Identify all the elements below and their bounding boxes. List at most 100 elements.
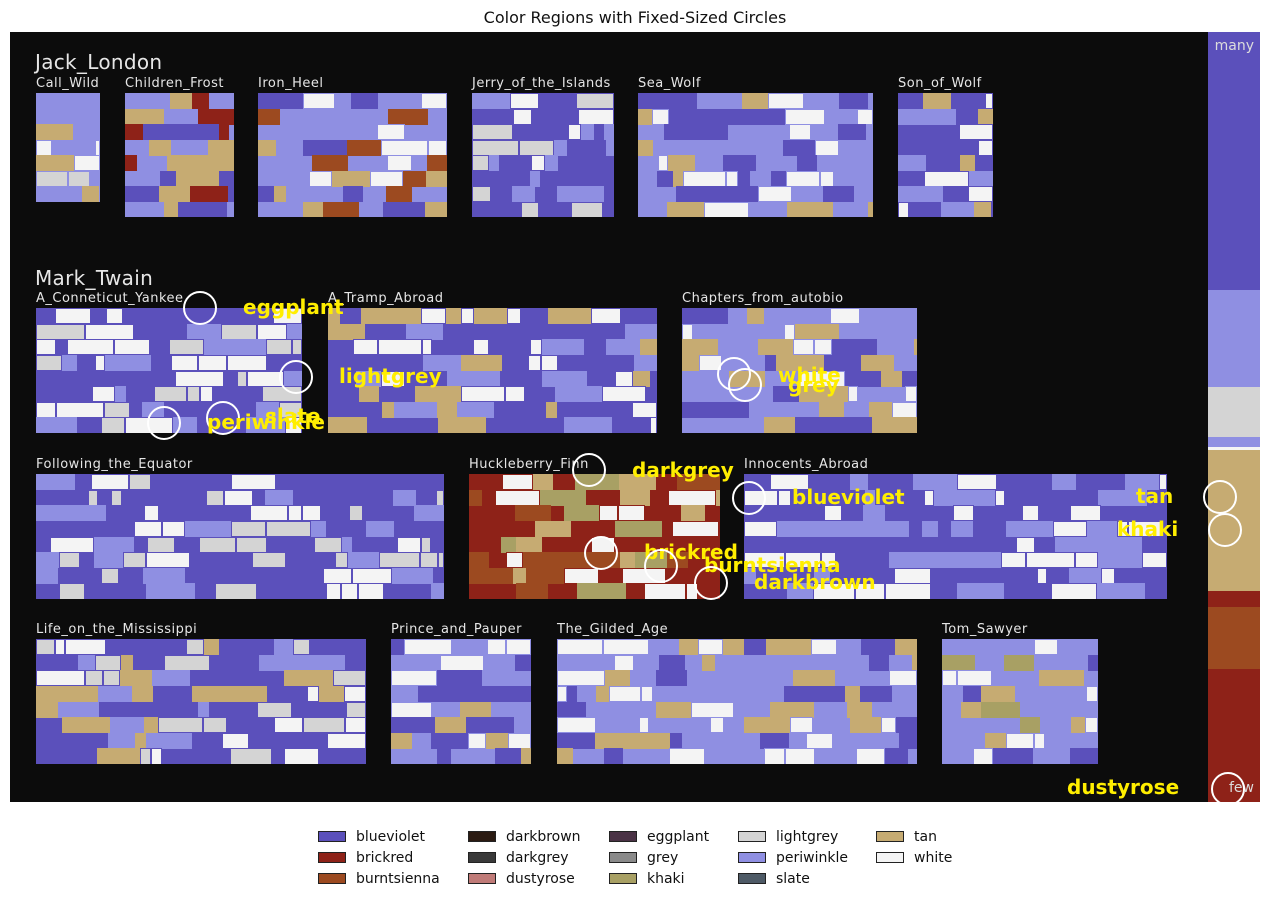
color-cell <box>519 139 554 156</box>
color-cell <box>437 670 482 687</box>
color-cell <box>266 339 292 356</box>
color-cell <box>847 701 872 718</box>
color-cell <box>850 474 868 491</box>
color-cell <box>976 583 1004 599</box>
color-cell <box>513 567 526 584</box>
color-cell <box>381 139 428 156</box>
color-cell <box>1075 552 1098 569</box>
color-cell <box>850 717 881 734</box>
color-cell <box>198 701 209 718</box>
color-cell <box>468 732 486 749</box>
annotation-label: blueviolet <box>792 485 905 509</box>
legend-label: tan <box>914 828 937 845</box>
color-cell <box>391 670 437 687</box>
color-cell <box>528 354 541 371</box>
color-cell <box>461 354 502 371</box>
annotation-label: periwinkle <box>207 410 325 434</box>
color-cell <box>319 685 344 702</box>
color-cell <box>219 124 229 140</box>
color-cell <box>508 732 531 749</box>
color-cell <box>961 701 981 718</box>
color-cell <box>820 170 834 187</box>
color-cell <box>56 401 104 418</box>
book-label: Chapters_from_autobio <box>682 291 844 306</box>
color-cell <box>292 339 302 356</box>
color-cell <box>615 370 633 387</box>
color-cell <box>378 339 422 356</box>
marker-circle <box>1203 480 1237 514</box>
color-cell <box>555 386 602 403</box>
color-cell <box>406 323 443 340</box>
color-cell <box>438 552 444 569</box>
color-cell <box>55 308 91 325</box>
color-cell <box>472 155 489 171</box>
color-cell <box>143 124 172 140</box>
color-cell <box>146 552 190 569</box>
color-cell <box>577 583 626 599</box>
color-cell <box>839 93 868 109</box>
color-cell <box>236 536 267 553</box>
book-color-map <box>942 639 1098 764</box>
color-cell <box>178 201 227 217</box>
color-cell <box>164 201 178 217</box>
color-cell <box>542 339 584 356</box>
color-cell <box>158 717 203 734</box>
color-cell <box>1101 567 1115 584</box>
color-cell <box>698 639 723 656</box>
color-cell <box>356 370 370 387</box>
color-cell <box>723 639 744 656</box>
annotation-label: slate <box>265 404 321 428</box>
color-cell <box>618 505 645 522</box>
color-cell <box>108 732 135 749</box>
color-cell <box>978 139 993 156</box>
legend-label: white <box>914 849 953 866</box>
legend-item: blueviolet <box>318 826 468 847</box>
color-cell <box>381 370 405 387</box>
book-label: Following_the_Equator <box>36 457 193 472</box>
color-cell <box>614 654 634 671</box>
color-cell <box>1020 717 1040 734</box>
color-cell <box>287 323 302 340</box>
book-region: Life_on_the_Mississippi <box>36 622 366 764</box>
color-cell <box>258 108 280 125</box>
legend-label: brickred <box>356 849 414 866</box>
color-cell <box>978 108 993 125</box>
color-cell <box>417 401 437 418</box>
color-cell <box>557 685 567 702</box>
color-cell <box>892 401 917 418</box>
color-cell <box>74 155 100 172</box>
color-cell <box>392 567 433 584</box>
color-cell <box>203 717 227 734</box>
color-cell <box>95 139 100 156</box>
color-cell <box>785 552 821 569</box>
color-cell <box>656 670 687 687</box>
color-cell <box>641 685 653 702</box>
color-cell <box>495 489 540 506</box>
color-cell <box>1086 685 1098 702</box>
color-cell <box>682 308 728 325</box>
color-cell <box>799 386 848 403</box>
color-cell <box>461 308 474 325</box>
book-color-map <box>258 93 447 217</box>
color-cell <box>323 201 343 217</box>
color-cell <box>252 552 286 569</box>
color-cell <box>426 170 447 187</box>
annotation-label: grey <box>788 373 839 397</box>
scale-segment <box>1208 447 1260 450</box>
color-cell <box>473 339 489 356</box>
legend-item: darkbrown <box>468 826 609 847</box>
color-cell <box>146 732 192 749</box>
color-cell <box>821 552 836 569</box>
legend-label: eggplant <box>647 828 710 845</box>
color-cell <box>620 552 635 569</box>
color-cell <box>793 339 814 356</box>
color-cell <box>36 505 71 522</box>
color-cell <box>186 639 204 656</box>
color-cell <box>604 124 614 140</box>
color-cell <box>449 717 466 734</box>
color-cell <box>889 552 903 569</box>
color-cell <box>82 186 99 202</box>
color-cell <box>557 701 586 718</box>
color-cell <box>530 170 540 187</box>
color-cell <box>777 520 825 537</box>
